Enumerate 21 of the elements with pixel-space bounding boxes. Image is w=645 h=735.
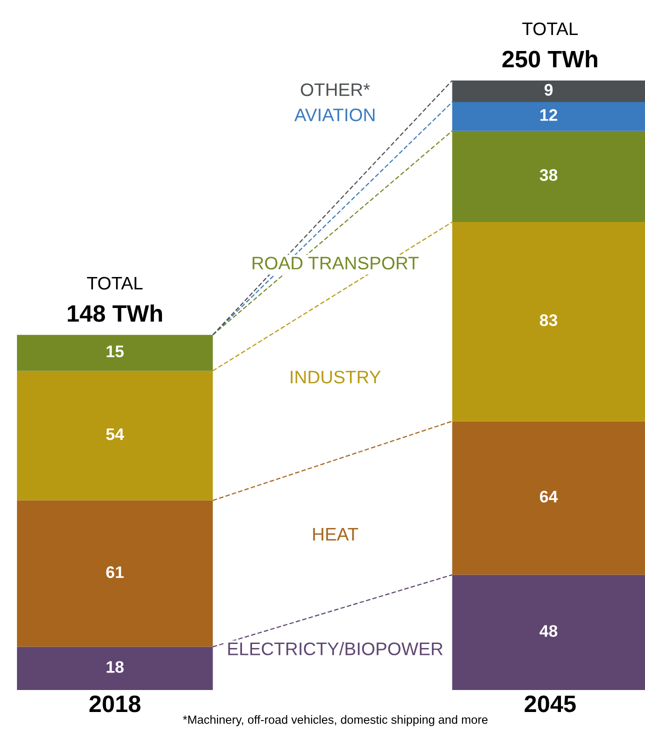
text: AVIATION	[294, 108, 374, 122]
data-label: 54	[106, 428, 124, 440]
data-label: 9	[544, 84, 553, 96]
text: OTHER*	[300, 83, 370, 96]
x-tick-label: 2045	[524, 695, 576, 712]
data-label: 83	[540, 314, 558, 326]
text: *Machinery, off-road vehicles, domestic shipping and more	[182, 715, 488, 726]
text: ROAD TRANSPORT	[252, 256, 419, 270]
data-label: 48	[540, 625, 558, 637]
text: HEAT	[313, 528, 358, 540]
total-label: TOTAL 148 TWh	[68, 276, 162, 322]
data-label: 15	[106, 346, 124, 358]
series-label: ELECTRICTY/BIOPOWER	[228, 642, 443, 656]
data-label: 18	[106, 661, 124, 673]
data-label: 64	[540, 490, 558, 502]
x-tick-label: 2018	[89, 695, 140, 712]
data-label: 61	[106, 566, 124, 578]
data-label: 38	[540, 169, 558, 181]
total-label: TOTAL 250 TWh	[502, 22, 598, 68]
data-label: 12	[540, 109, 558, 121]
text: INDUSTRY	[290, 370, 381, 384]
